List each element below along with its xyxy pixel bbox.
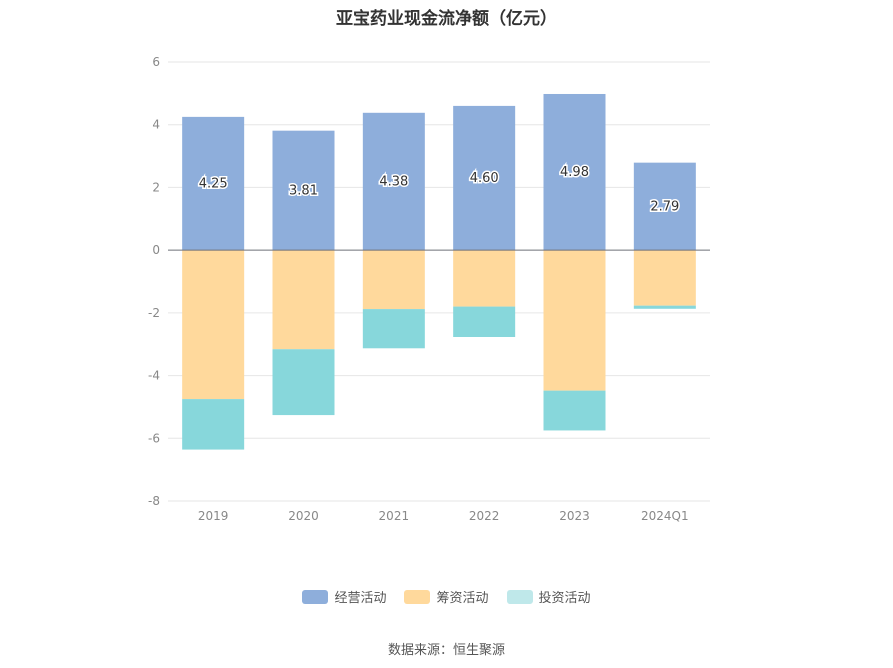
legend-swatch-financing bbox=[404, 589, 431, 604]
data-label: 2.79 bbox=[650, 199, 679, 214]
y-tick-label: -2 bbox=[148, 306, 160, 320]
bar-operating-2019 bbox=[182, 116, 245, 251]
bar-operating-2024Q1 bbox=[633, 162, 696, 251]
data-label: 3.81 bbox=[289, 183, 318, 198]
bar-investing-2024Q1 bbox=[633, 305, 696, 309]
legend-item-investing[interactable]: 投资活动 bbox=[506, 587, 591, 606]
y-tick-label: 4 bbox=[152, 118, 160, 132]
x-tick-label: 2021 bbox=[379, 509, 410, 523]
data-label: 4.38 bbox=[379, 174, 408, 189]
bar-investing-2020 bbox=[272, 349, 335, 416]
data-label: 4.25 bbox=[199, 177, 228, 192]
chart-title: 亚宝药业现金流净额（亿元） bbox=[336, 9, 557, 29]
x-tick-label: 2019 bbox=[198, 509, 229, 523]
x-tick-label: 2023 bbox=[559, 509, 590, 523]
legend-swatch-operating bbox=[302, 589, 329, 604]
bar-operating-2021 bbox=[362, 112, 425, 251]
bar-financing-2022 bbox=[453, 250, 516, 307]
bar-operating-2023 bbox=[543, 93, 606, 251]
x-tick-label: 2022 bbox=[469, 509, 500, 523]
y-tick-label: -6 bbox=[148, 431, 160, 445]
y-tick-label: 6 bbox=[152, 55, 160, 69]
legend-item-financing[interactable]: 筹资活动 bbox=[404, 587, 489, 606]
x-tick-label: 2024Q1 bbox=[641, 509, 689, 523]
y-tick-label: 2 bbox=[152, 180, 160, 194]
y-tick-label: 0 bbox=[152, 243, 160, 257]
legend-label-operating: 经营活动 bbox=[334, 591, 387, 606]
y-tick-label: -4 bbox=[148, 369, 160, 383]
x-tick-label: 2020 bbox=[288, 509, 319, 523]
bar-financing-2020 bbox=[272, 250, 335, 350]
bar-investing-2021 bbox=[362, 309, 425, 349]
bar-investing-2019 bbox=[182, 399, 245, 450]
bar-operating-2020 bbox=[272, 130, 335, 251]
bar-financing-2021 bbox=[362, 250, 425, 310]
data-label: 4.98 bbox=[560, 165, 589, 180]
bar-financing-2019 bbox=[182, 250, 245, 400]
data-label: 4.60 bbox=[470, 171, 499, 186]
legend-label-financing: 筹资活动 bbox=[436, 591, 489, 606]
bar-investing-2022 bbox=[453, 306, 516, 338]
bar-investing-2023 bbox=[543, 390, 606, 431]
y-tick-label: -8 bbox=[148, 494, 160, 508]
bar-financing-2024Q1 bbox=[633, 250, 696, 306]
legend: 经营活动 筹资活动 投资活动 bbox=[0, 587, 893, 606]
legend-label-investing: 投资活动 bbox=[538, 591, 591, 606]
legend-swatch-investing bbox=[506, 589, 533, 604]
bar-financing-2023 bbox=[543, 250, 606, 391]
bar-operating-2022 bbox=[453, 105, 516, 251]
legend-item-operating[interactable]: 经营活动 bbox=[302, 587, 386, 606]
data-source: 数据来源：恒生聚源 bbox=[387, 643, 505, 658]
